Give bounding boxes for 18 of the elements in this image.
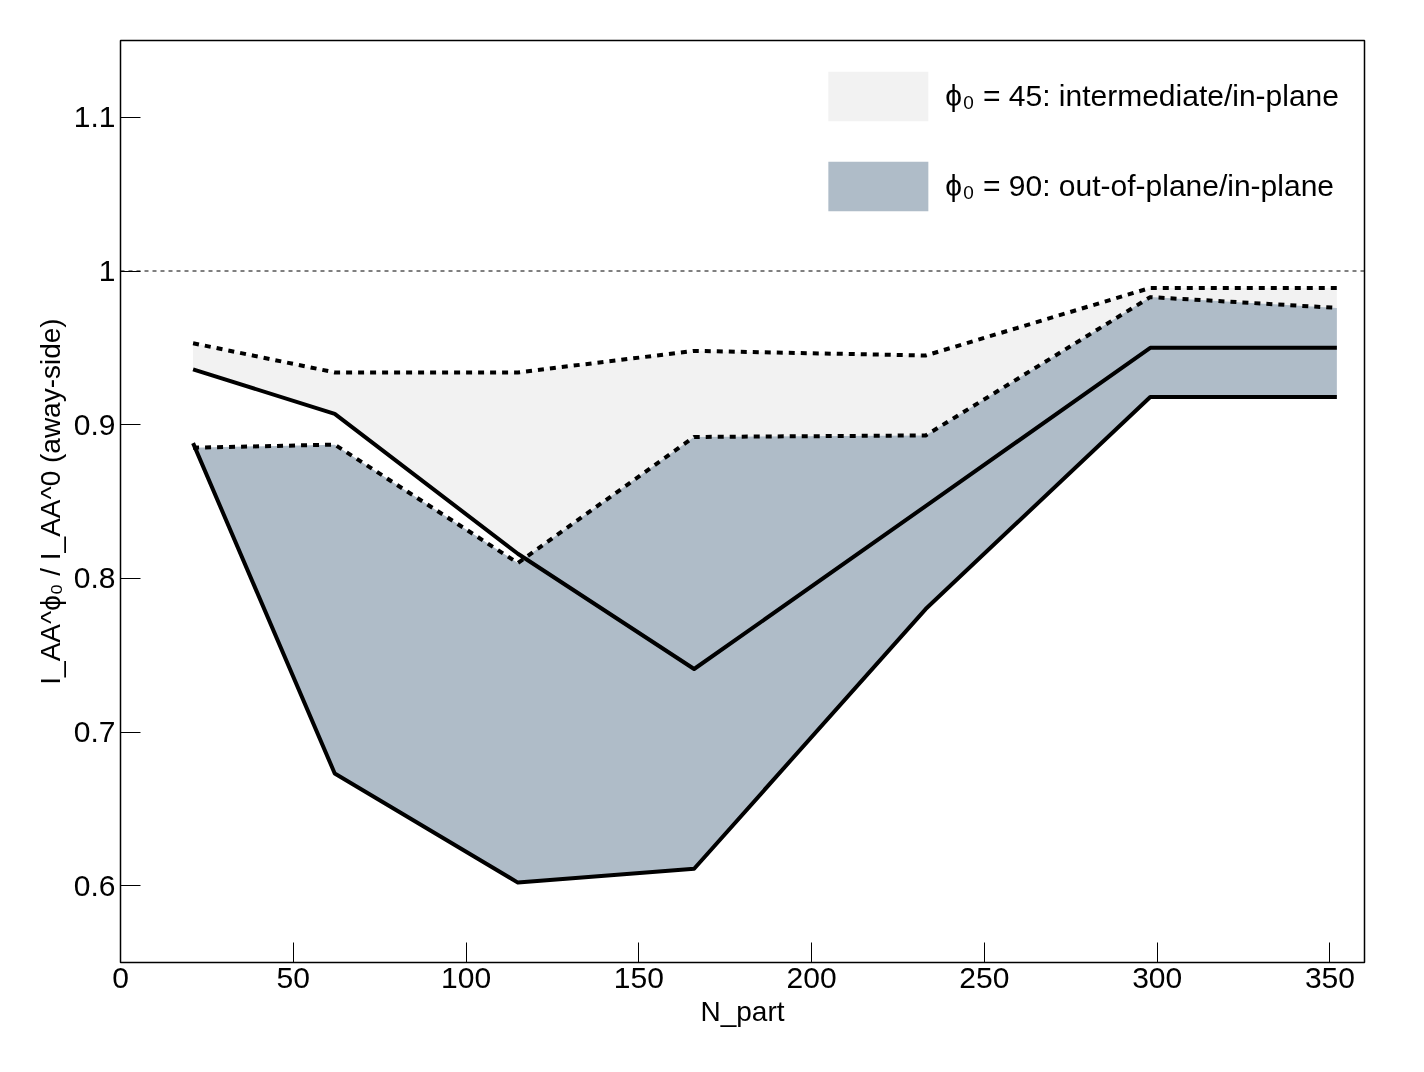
y-tick-label: 0.6 <box>73 868 116 902</box>
y-tick-label: 0.7 <box>73 715 116 748</box>
y-tick-label: 1.1 <box>73 100 116 134</box>
legend-label: ϕ₀ = 45: intermediate/in-plane <box>945 79 1339 113</box>
x-tick-label: 300 <box>1132 960 1183 994</box>
x-tick-label: 50 <box>276 960 310 994</box>
x-tick-label: 100 <box>441 960 492 994</box>
x-axis-title: N_part <box>700 995 785 1027</box>
y-tick-label: 0.9 <box>73 407 116 441</box>
y-axis-title: I_AA^ϕ₀ / I_AA^0 (away-side) <box>34 318 66 685</box>
y-tick-label: 0.8 <box>73 561 116 595</box>
legend-label: ϕ₀ = 90: out-of-plane/in-plane <box>945 169 1335 203</box>
y-tick-label: 1 <box>98 254 116 287</box>
x-tick-label: 200 <box>786 960 837 994</box>
x-tick-label: 150 <box>613 960 664 994</box>
x-tick-label: 250 <box>959 960 1010 994</box>
x-tick-label: 0 <box>112 960 129 994</box>
x-tick-label: 350 <box>1304 960 1355 994</box>
